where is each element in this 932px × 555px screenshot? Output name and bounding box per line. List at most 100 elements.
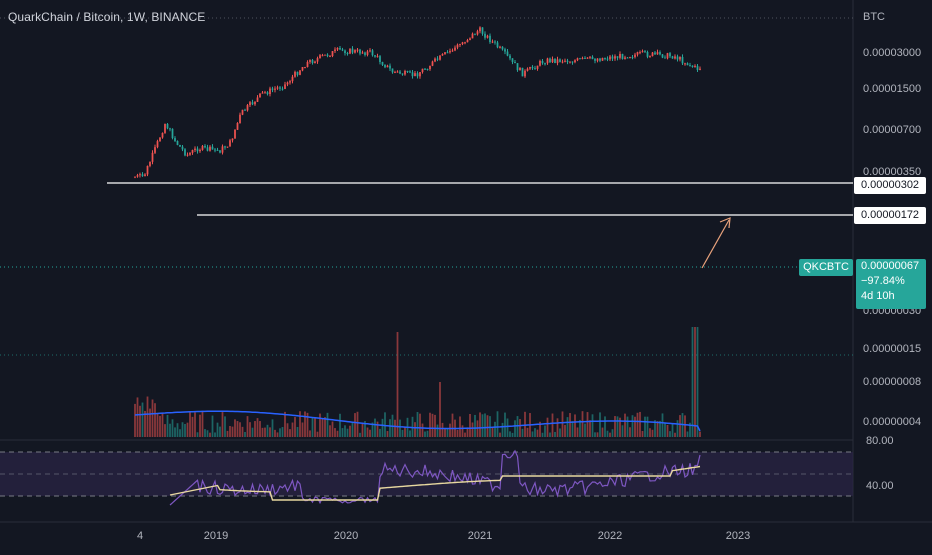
volume-bar — [629, 427, 631, 437]
candle-body — [406, 70, 409, 72]
volume-bar — [484, 413, 486, 437]
volume-bar — [151, 399, 154, 437]
candle-body — [589, 56, 591, 58]
candle-body — [636, 52, 639, 55]
volume-bar — [434, 414, 436, 437]
volume-bar — [451, 413, 454, 437]
candle-body — [576, 58, 579, 61]
candle-body — [259, 93, 261, 98]
candle-body — [591, 56, 594, 60]
volume-bar — [231, 426, 234, 437]
volume-bar — [339, 413, 341, 437]
candle-body — [574, 60, 576, 63]
volume-bar — [144, 410, 146, 437]
volume-bar — [344, 425, 346, 437]
candle-body — [339, 47, 341, 50]
volume-bar — [361, 423, 364, 437]
candle-body — [519, 67, 521, 71]
candle-body — [306, 61, 309, 68]
candle-body — [184, 149, 186, 156]
candle-body — [571, 61, 574, 63]
volume-bar — [314, 418, 316, 437]
candle-body — [324, 54, 326, 56]
volume-bar — [431, 413, 434, 437]
volume-bar — [569, 413, 571, 437]
volume-bar — [426, 430, 429, 437]
candle-body — [656, 52, 659, 55]
candle-body — [299, 70, 301, 75]
volume-bar — [679, 415, 681, 437]
price-axis-tick: 0.00000015 — [863, 343, 921, 355]
price-change: −97.84% — [861, 275, 905, 287]
candle-body — [429, 65, 431, 70]
volume-bar — [276, 432, 279, 437]
volume-bar — [184, 423, 186, 437]
volume-bar — [259, 421, 261, 437]
candle-body — [491, 41, 494, 43]
volume-bar — [234, 419, 236, 437]
candle-body — [601, 57, 604, 61]
candle-body — [696, 65, 699, 70]
volume-bar — [216, 422, 219, 437]
candle-body — [361, 52, 364, 54]
volume-bar — [239, 422, 241, 437]
volume-bar — [481, 414, 484, 437]
candle-body — [141, 174, 144, 177]
candle-body — [691, 65, 694, 68]
volume-bar — [621, 425, 624, 437]
volume-bar — [304, 411, 306, 437]
volume-bar — [614, 416, 616, 437]
candle-body — [514, 61, 516, 64]
candle-body — [244, 109, 246, 111]
volume-bar — [586, 412, 589, 437]
candle-body — [449, 50, 451, 53]
candle-body — [664, 57, 666, 59]
volume-bar — [226, 430, 229, 437]
candle-body — [236, 123, 239, 130]
candle-body — [256, 97, 259, 102]
volume-bar — [309, 430, 311, 437]
candle-body — [509, 55, 511, 59]
candle-body — [669, 53, 671, 57]
candle-body — [279, 87, 281, 89]
volume-bar — [479, 412, 481, 437]
candle-body — [579, 58, 581, 60]
volume-bar — [199, 414, 201, 437]
candle-body — [614, 56, 616, 59]
volume-bar — [371, 422, 374, 437]
volume-bar — [354, 413, 356, 437]
candle-body — [646, 52, 649, 57]
volume-bar — [549, 432, 551, 437]
candle-body — [554, 58, 556, 64]
volume-bar — [449, 423, 451, 437]
candle-body — [384, 64, 386, 68]
volume-bar — [356, 411, 359, 437]
volume-bar — [491, 427, 494, 437]
candle-body — [511, 58, 514, 62]
candle-body — [679, 56, 681, 60]
volume-bar — [219, 426, 221, 437]
candle-body — [254, 101, 256, 105]
volume-bar — [579, 419, 581, 437]
candle-body — [504, 49, 506, 52]
candle-body — [466, 40, 469, 43]
candle-body — [569, 61, 571, 63]
volume-bar — [351, 421, 354, 437]
candle-body — [659, 52, 661, 55]
candle-body — [416, 73, 419, 77]
candle-body — [296, 71, 299, 75]
volume-bar — [331, 421, 334, 437]
volume-bar — [564, 424, 566, 437]
candle-body — [424, 68, 426, 70]
volume-bar — [324, 417, 326, 437]
volume-bar — [386, 431, 389, 437]
candle-body — [521, 67, 524, 77]
volume-bar — [444, 427, 446, 437]
candle-body — [271, 88, 274, 90]
volume-bar — [341, 428, 344, 437]
candle-body — [381, 61, 384, 65]
candle-body — [201, 145, 204, 150]
candle-body — [594, 59, 596, 61]
candle-body — [171, 128, 174, 139]
